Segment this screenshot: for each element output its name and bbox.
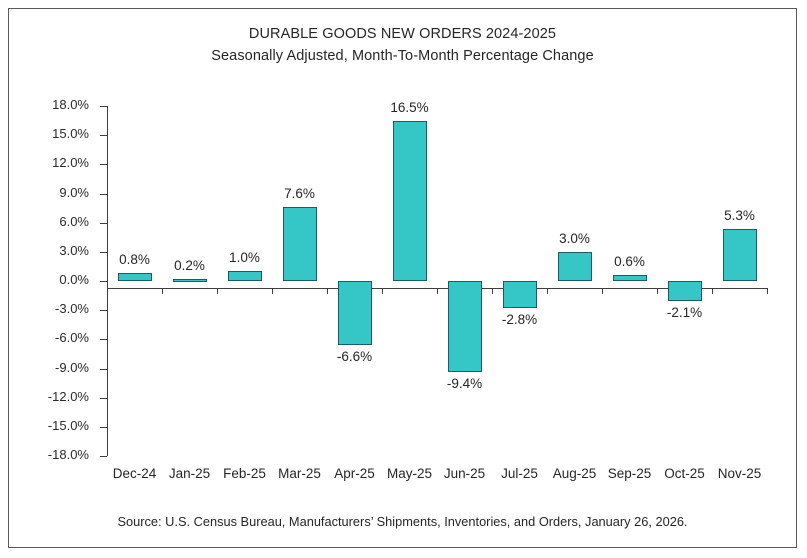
x-axis-tick	[657, 288, 658, 294]
x-axis-category-label: Feb-25	[223, 466, 266, 481]
chart-container: DURABLE GOODS NEW ORDERS 2024-2025 Seaso…	[8, 8, 797, 548]
y-axis-tick-label: -15.0%	[47, 417, 89, 433]
chart-subtitle: Seasonally Adjusted, Month-To-Month Perc…	[211, 48, 594, 64]
bar[interactable]	[722, 229, 757, 281]
bar-value-label: 16.5%	[390, 99, 429, 115]
y-axis-tick-label: -12.0%	[47, 388, 89, 404]
bar[interactable]	[282, 207, 317, 281]
plot-area: 18.0% 15.0% 12.0% 9.0% 6.0% 3.0% 0.0% -3.0% -6.0…	[48, 97, 768, 481]
bar[interactable]	[337, 281, 372, 346]
x-axis-tick	[327, 288, 328, 294]
y-axis-tick-label: -3.0%	[55, 301, 89, 317]
x-axis-tick	[272, 288, 273, 294]
bar[interactable]	[447, 281, 482, 373]
chart-title-block: DURABLE GOODS NEW ORDERS 2024-2025 Seaso…	[9, 23, 796, 67]
y-axis-tick-label: -18.0%	[47, 447, 89, 462]
y-axis-tick: 12.0%	[52, 155, 107, 170]
y-axis-tick-label: 3.0%	[59, 242, 89, 258]
y-axis-tick: -15.0%	[48, 418, 107, 433]
x-axis-category-label: Sep-25	[607, 466, 652, 481]
bar[interactable]	[557, 251, 592, 281]
x-axis-category-label: Aug-25	[552, 466, 597, 481]
y-axis-tick: 6.0%	[59, 214, 107, 229]
bar[interactable]	[392, 120, 427, 281]
bar-value-label: -2.8%	[501, 312, 538, 328]
bar[interactable]	[172, 279, 207, 283]
bar-value-label: -6.6%	[336, 349, 373, 365]
y-axis-tick: 15.0%	[52, 126, 107, 141]
bar-value-label: 1.0%	[229, 250, 260, 266]
bar[interactable]	[502, 281, 537, 309]
bar[interactable]	[667, 281, 702, 302]
x-axis-tick	[217, 288, 218, 294]
y-axis-tick-label: 9.0%	[59, 184, 89, 200]
chart-title: DURABLE GOODS NEW ORDERS 2024-2025	[248, 26, 557, 42]
x-axis-category-label: Nov-25	[717, 466, 762, 481]
y-axis-tick: -18.0%	[48, 447, 107, 462]
x-axis-tick	[547, 288, 548, 294]
bar-value-label: -2.1%	[666, 305, 703, 321]
x-axis-tick	[107, 288, 108, 294]
y-axis-tick-label: 18.0%	[52, 97, 89, 112]
x-axis-category-label: Oct-25	[664, 466, 705, 481]
bar-value-label: 3.0%	[559, 230, 590, 246]
y-axis-tick: 9.0%	[59, 185, 107, 200]
y-axis-line	[107, 106, 108, 456]
bar-value-label: 0.8%	[119, 252, 150, 268]
y-axis-tick: -6.0%	[55, 330, 107, 345]
x-axis-tick	[492, 288, 493, 294]
y-axis-tick-label: -6.0%	[55, 330, 89, 346]
y-axis-tick: 0.0%	[59, 272, 107, 287]
bar[interactable]	[117, 273, 152, 281]
x-axis-tick	[382, 288, 383, 294]
bar-value-label: 5.3%	[724, 208, 755, 224]
bar-value-label: 0.2%	[174, 258, 205, 274]
bar-value-label: -9.4%	[446, 376, 483, 392]
x-axis-category-label: Mar-25	[278, 466, 321, 481]
x-axis-tick	[602, 288, 603, 294]
x-axis-category-label: Jun-25	[443, 466, 486, 481]
y-axis-tick: 3.0%	[59, 243, 107, 258]
y-axis-tick: -9.0%	[55, 360, 107, 375]
y-axis-tick: -12.0%	[48, 389, 107, 404]
x-axis-tick	[162, 288, 163, 294]
y-axis-tick: -3.0%	[55, 301, 107, 316]
bar[interactable]	[227, 271, 262, 281]
y-axis-tick-label: 12.0%	[52, 155, 89, 171]
x-axis-category-label: Apr-25	[334, 466, 375, 481]
x-axis-category-label: Jan-25	[168, 466, 211, 481]
x-axis-category-label: Jul-25	[501, 466, 538, 481]
x-axis-tick	[437, 288, 438, 294]
bar-value-label: 0.6%	[614, 254, 645, 270]
bar-value-label: 7.6%	[284, 186, 315, 202]
y-axis-tick-label: 15.0%	[52, 126, 89, 142]
x-axis-category-label: May-25	[386, 466, 432, 481]
y-axis-tick-label: 6.0%	[59, 213, 89, 229]
y-axis-tick: 18.0%	[52, 97, 107, 112]
x-axis-tick	[767, 288, 768, 294]
source-note: Source: U.S. Census Bureau, Manufacturer…	[117, 514, 688, 529]
y-axis-tick-label: -9.0%	[55, 359, 89, 375]
y-axis-tick-label: 0.0%	[59, 272, 89, 287]
x-axis-category-label: Dec-24	[112, 466, 157, 481]
bar[interactable]	[612, 275, 647, 281]
x-axis-tick	[712, 288, 713, 294]
